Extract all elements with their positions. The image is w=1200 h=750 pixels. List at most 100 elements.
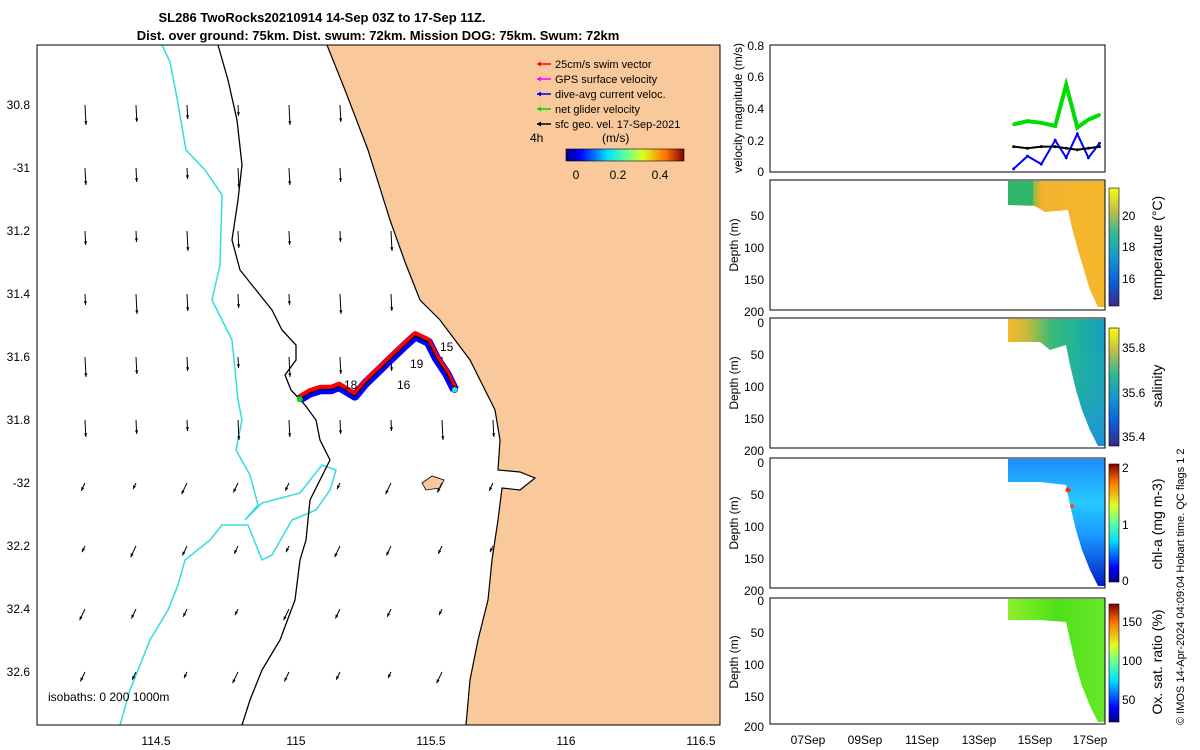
track-line [299, 335, 456, 400]
sal-ytick-200: 200 [744, 444, 764, 458]
velocity-point [1039, 162, 1043, 166]
current-vector-head [385, 490, 389, 495]
salinity-colorbar [1108, 327, 1120, 447]
velocity-point [1075, 148, 1079, 152]
velocity-point [1053, 124, 1057, 128]
current-vector-head [489, 486, 493, 491]
current-vector-head [133, 485, 137, 490]
temp-ytick-100: 100 [744, 241, 764, 255]
current-vector-head [288, 373, 292, 377]
chla-colorbar [1108, 463, 1120, 583]
y-tick-32.2: 32.2 [7, 539, 31, 553]
current-vector-head [185, 427, 189, 431]
velocity-point [1075, 132, 1079, 136]
current-vector-head [135, 118, 139, 122]
current-vector-head [284, 677, 288, 682]
oxygen-section [1008, 599, 1105, 722]
current-vector-head [338, 430, 343, 434]
glider-track [296, 331, 459, 404]
sal-ytick-100: 100 [744, 380, 764, 394]
ox-ytick-150: 150 [744, 690, 764, 704]
legend-label-gps-surface: GPS surface velocity [555, 74, 658, 86]
temperature-ylabel: Depth (m) [727, 218, 741, 271]
ox-ytick-0: 0 [757, 594, 764, 608]
current-vector-head [237, 436, 241, 440]
ox-cbar-tick-50: 50 [1122, 693, 1136, 707]
current-vector-head [135, 310, 139, 314]
current-vector-head [83, 301, 87, 305]
legend-item-net-glider: net glider velocity [537, 104, 640, 116]
current-vector-head [389, 367, 394, 371]
chla-ylabel: Depth (m) [727, 496, 741, 549]
current-vector-head [438, 549, 442, 554]
map-x-ticks: 114.5 115 115.5 116 116.5 [141, 734, 715, 748]
y-tick-31.4: 31.4 [7, 287, 31, 301]
velocity-point [1086, 118, 1090, 122]
current-vector-head [389, 427, 393, 431]
temp-cbar-tick-16: 16 [1122, 272, 1136, 286]
current-vector-head [386, 551, 390, 556]
colorbar-unit: (m/s) [602, 131, 629, 145]
map-legend: 25cm/s swim vector GPS surface velocity … [530, 59, 680, 145]
chla-ytick-150: 150 [744, 552, 764, 566]
current-vector-head [80, 677, 84, 682]
current-vector-head [186, 247, 190, 251]
current-vector-head [283, 616, 287, 621]
current-vector-head [288, 433, 292, 437]
land-area [327, 45, 720, 725]
map-y-ticks: 30.8 -31 31.2 31.4 31.6 31.8 -32 32.2 32… [7, 98, 31, 679]
x-tick-114.5: 114.5 [141, 734, 170, 748]
current-vector-head [131, 614, 135, 619]
current-vector-head [441, 436, 445, 440]
velocity-point [1039, 145, 1043, 149]
colorbar-tick-0.2: 0.2 [610, 168, 627, 182]
current-vector-head [236, 112, 240, 116]
current-vector-head [237, 244, 241, 248]
x-tick-116: 116 [556, 734, 575, 748]
velocity-ylabel: velocity magnitude (m/s) [731, 43, 745, 173]
swim-vector-track [298, 331, 457, 398]
current-vector-head [437, 488, 441, 493]
track-end-marker [296, 396, 303, 403]
velocity-point [1053, 145, 1057, 149]
current-vector-head [132, 675, 136, 680]
current-vector-head [81, 486, 85, 491]
chla-panel: 2 1 0 chl-a (mg m-3) 0 50 100 150 200 De… [727, 456, 1165, 598]
sal-ytick-150: 150 [744, 412, 764, 426]
legend-item-swim-vector: 25cm/s swim vector [537, 59, 652, 71]
salinity-cbar-label: salinity [1149, 365, 1165, 408]
chla-cbar-label: chl-a (mg m-3) [1149, 478, 1165, 569]
current-vector-field [79, 104, 496, 684]
current-vector-head [84, 181, 88, 185]
current-vector-head [235, 611, 239, 616]
current-vector-head [79, 616, 83, 621]
current-vector-head [387, 612, 391, 617]
legend-item-sfc-geo: sfc geo. vel. 17-Sep-2021 [537, 119, 680, 131]
legend-label-swim-vector: 25cm/s swim vector [555, 59, 652, 71]
current-vector-head [390, 307, 394, 311]
salinity-frame [769, 317, 1106, 449]
y-tick-31.2: 31.2 [7, 224, 31, 238]
ox-ytick-50: 50 [751, 626, 765, 640]
velocity-frame [769, 44, 1106, 173]
current-vector-head [82, 548, 86, 553]
oxygen-ylabel: Depth (m) [727, 635, 741, 688]
y-tick-31.8: 31.8 [7, 413, 31, 427]
current-vector-head [182, 551, 186, 556]
credit-text: © IMOS 14-Apr-2024 04:09:04 Hobart time.… [1175, 448, 1187, 725]
title-line-1: SL286 TwoRocks20210914 14-Sep 03Z to 17-… [158, 10, 485, 25]
vel-ytick-0.8: 0.8 [747, 39, 764, 53]
ox-ytick-100: 100 [744, 658, 764, 672]
oxygen-panel: 150 100 50 Ox. sat. ratio (%) 0 50 100 1… [727, 594, 1165, 734]
colorbar-tick-0.4: 0.4 [652, 168, 669, 182]
ox-ytick-200: 200 [744, 720, 764, 734]
y-tick-31.6: 31.6 [7, 350, 31, 364]
title-line-2: Dist. over ground: 75km. Dist. swum: 72k… [137, 28, 620, 43]
current-vector-head [288, 121, 292, 125]
velocity-point [1086, 146, 1090, 150]
current-vector-head [336, 675, 340, 680]
current-vector-head [338, 238, 342, 242]
sal-ytick-50: 50 [751, 348, 765, 362]
chla-section [1008, 459, 1105, 586]
